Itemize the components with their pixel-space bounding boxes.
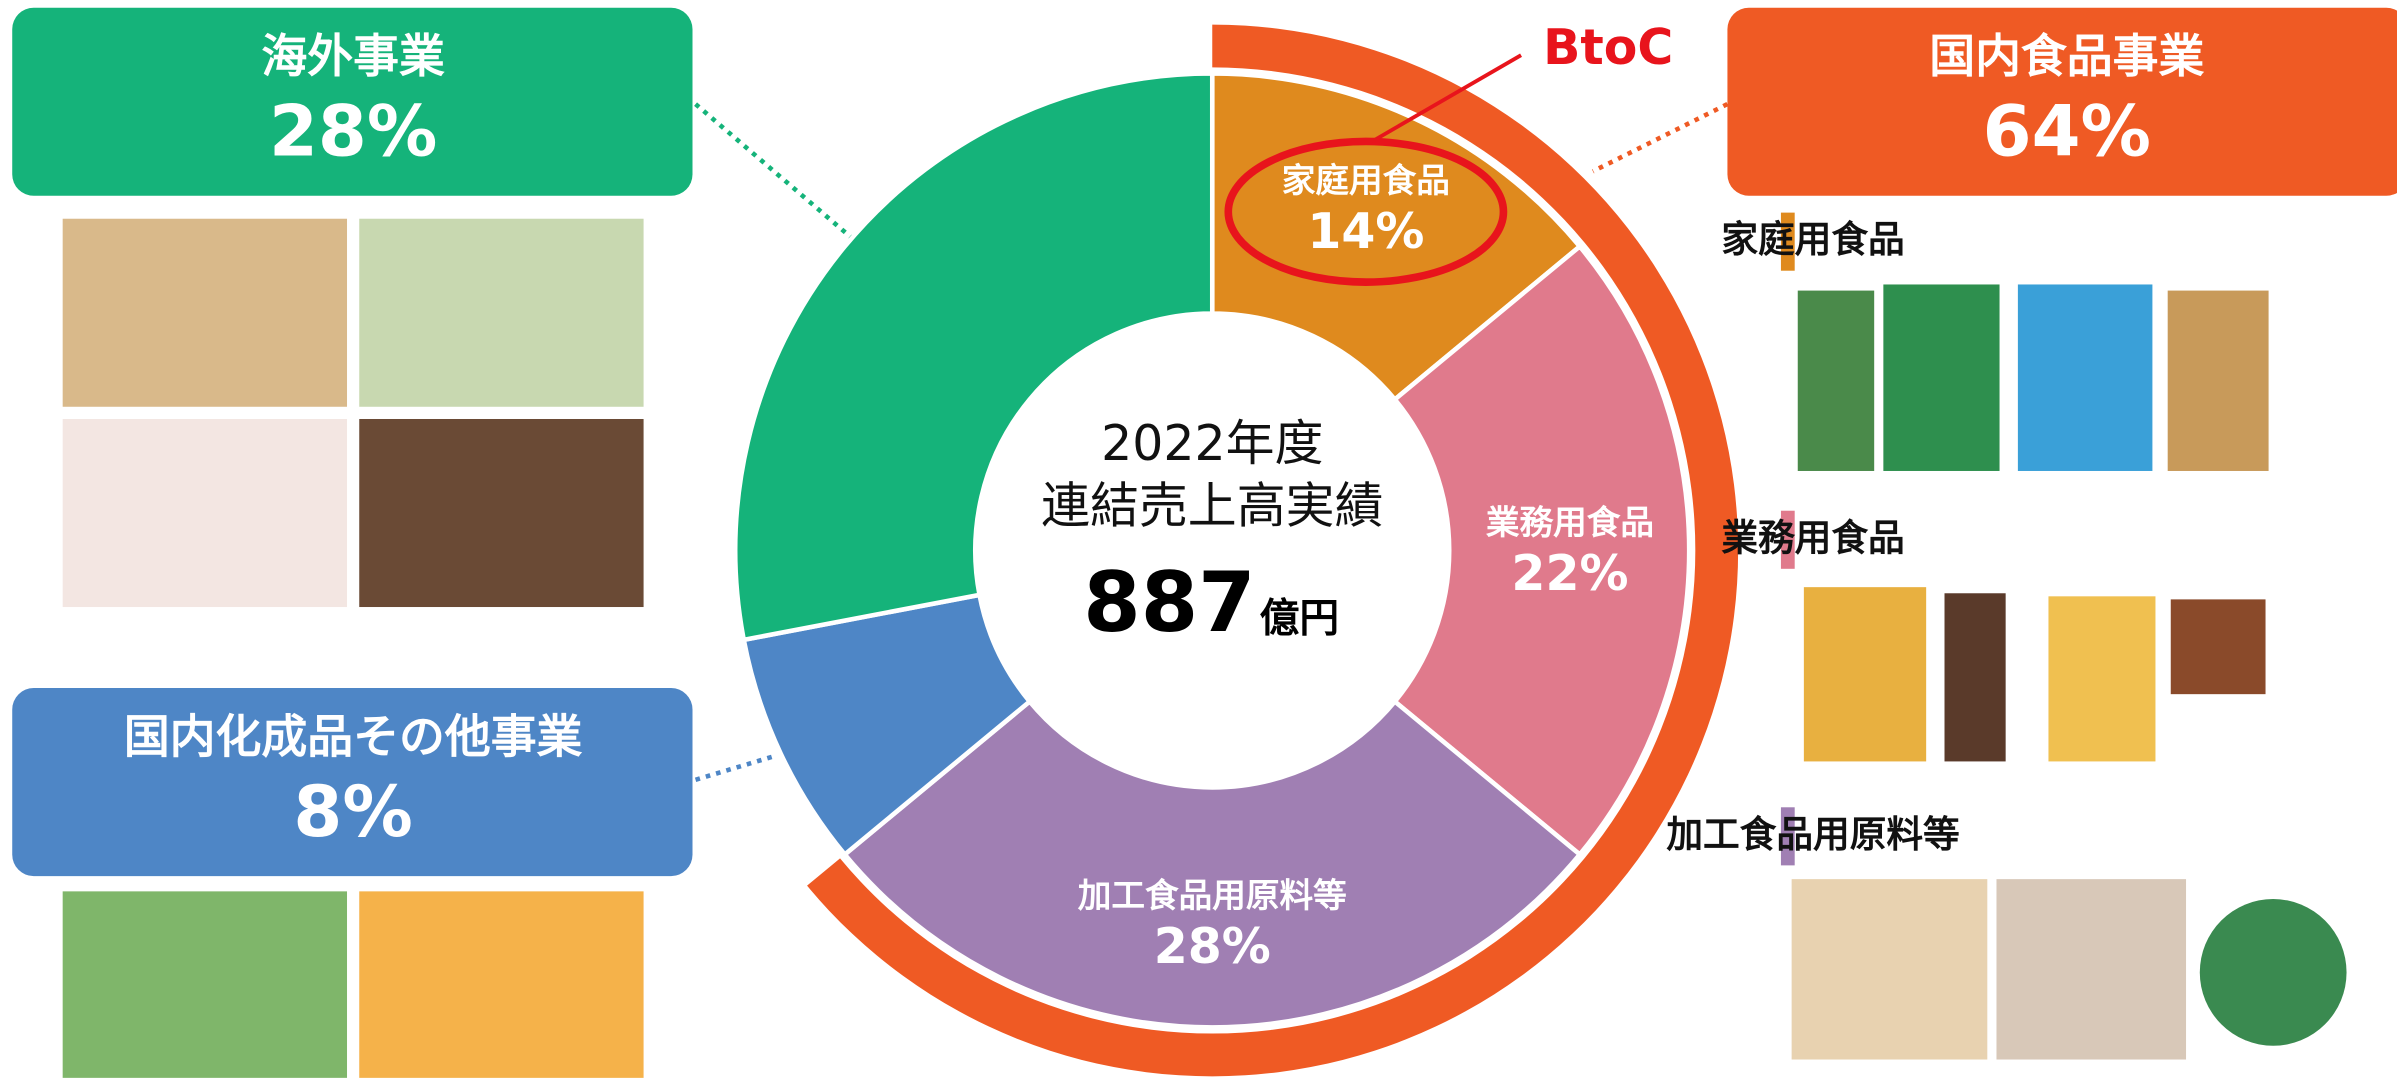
slice-label: 業務用食品 [1486,503,1654,542]
product-2 [1883,284,2000,471]
group-arc [807,24,1739,1077]
connector [1591,102,1729,174]
box-title: 国内化成品その他事業 [124,710,583,764]
box-domestic-food [1727,7,2397,196]
box-value: 28% [269,91,437,173]
photo-cake [62,418,348,608]
box-value: 64% [1983,91,2151,173]
product-5 [1803,587,1927,762]
material-capsule [2199,899,2347,1046]
slice-value-label: 22% [1511,545,1628,602]
box-chemical [12,688,693,877]
slice-value-label: 28% [1154,918,1271,975]
annotation: BtoC [1543,19,1673,76]
center-text: 2022年度 [1101,415,1323,472]
slice [1391,243,1692,858]
product-1 [1797,290,1875,471]
heading-marker [1780,510,1795,569]
highlight-ellipse [1224,137,1508,286]
annotation-line [1371,53,1523,144]
product-4 [2167,290,2269,471]
heading-marker [1780,212,1795,271]
product-heading: 加工食品用原料等 [1666,813,1959,856]
material-bread [1791,879,1988,1060]
photo-ramen [359,418,644,608]
heading-marker [1780,807,1795,866]
product-3 [2017,284,2153,471]
product-heading: 業務用食品 [1721,516,1904,559]
box-title: 海外事業 [261,29,445,83]
box-overseas [12,7,693,196]
slice [733,71,1215,643]
material-mochi [1996,879,2187,1060]
slice [841,698,1583,1030]
slice-value-label: 14% [1307,203,1424,260]
slice-label: 家庭用食品 [1282,161,1450,200]
center-total: 887 [1083,555,1255,651]
photos [62,218,2347,1078]
product-heading: 家庭用食品 [1721,218,1904,261]
connector [694,102,858,244]
center-text: 連結売上高実績 [1041,478,1383,535]
center-unit: 億円 [1260,595,1339,641]
box-value: 8% [293,771,412,853]
photo-jelly [359,891,644,1078]
photo-bread [62,218,348,407]
slice [1209,71,1583,403]
product-7 [2048,596,2156,762]
box-title: 国内食品事業 [1929,29,2204,83]
product-6 [1944,593,2006,762]
connector [694,754,773,782]
photo-vegetables [359,218,644,407]
slice-label: 加工食品用原料等 [1078,876,1347,915]
product-8 [2170,599,2266,695]
photo-greenhouse [62,891,348,1078]
